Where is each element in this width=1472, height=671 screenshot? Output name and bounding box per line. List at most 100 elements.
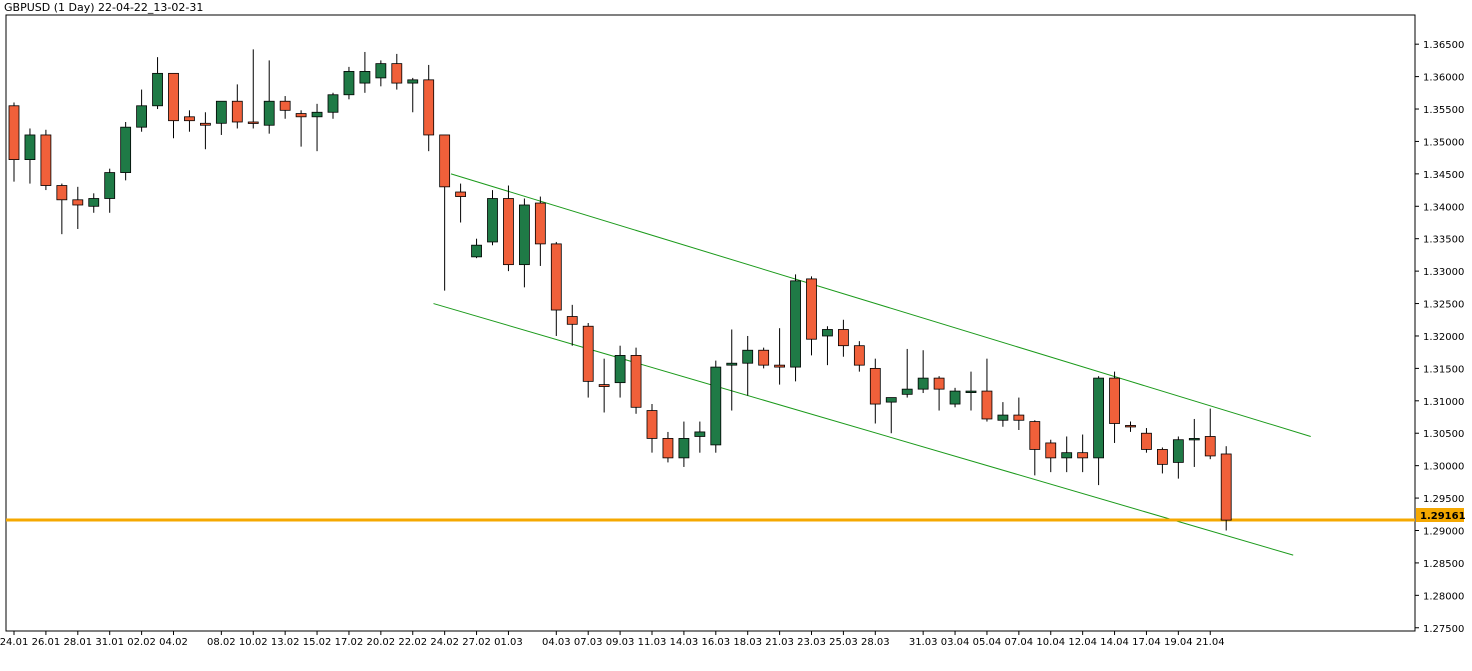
- candle: [646, 404, 658, 453]
- y-tick-label: 1.35500: [1423, 105, 1464, 116]
- candle: [885, 397, 897, 434]
- candle: [949, 387, 961, 408]
- x-tick-label: 19.04: [1164, 637, 1193, 648]
- candle: [981, 358, 993, 422]
- x-tick-label: 07.04: [1005, 637, 1034, 648]
- candle: [614, 345, 626, 398]
- candle-body-bull: [614, 355, 626, 384]
- candle: [566, 304, 578, 346]
- candle-body-bear: [646, 410, 658, 439]
- candle: [1220, 446, 1232, 531]
- candle-body-bear: [1109, 377, 1120, 424]
- candle: [295, 110, 307, 147]
- candle-body-bear: [1157, 449, 1168, 465]
- x-tick-label: 16.03: [701, 637, 730, 648]
- candle-body-bull: [311, 111, 323, 118]
- y-tick-label: 1.31500: [1423, 364, 1464, 375]
- candle-body-bull: [263, 100, 275, 126]
- candle-body-bear: [598, 384, 610, 387]
- candle-body-bull: [88, 198, 100, 207]
- candle: [1029, 420, 1041, 476]
- candle-body-bear: [630, 355, 642, 408]
- candle: [184, 110, 195, 132]
- x-tick-label: 09.03: [606, 637, 635, 648]
- candle: [40, 129, 52, 191]
- candle-body-bear: [550, 243, 562, 311]
- candle-body-bear: [391, 63, 403, 84]
- candle-body-bear: [199, 122, 211, 126]
- channel-lower-line: [433, 303, 1294, 556]
- candle-body-bull: [726, 362, 738, 366]
- candle-body-bull: [471, 244, 482, 258]
- candle-body-bear: [56, 185, 68, 201]
- candle-body-bull: [965, 390, 977, 393]
- candle: [582, 323, 594, 398]
- candle: [199, 112, 211, 150]
- candle: [1013, 397, 1025, 430]
- x-tick-label: 01.03: [494, 637, 523, 648]
- x-tick-label: 21.04: [1196, 637, 1225, 648]
- y-tick-label: 1.36000: [1423, 73, 1464, 84]
- x-tick-label: 10.02: [239, 637, 268, 648]
- channel-upper-line: [450, 173, 1311, 437]
- candle: [758, 347, 770, 369]
- candle-body-bull: [215, 100, 227, 124]
- candle-body-bull: [1188, 438, 1200, 441]
- trend-channel: [433, 173, 1311, 556]
- candle-body-bull: [152, 72, 163, 107]
- x-tick-label: 13.02: [271, 637, 300, 648]
- candle: [694, 421, 706, 453]
- candle-body-bull: [375, 63, 387, 79]
- candle-body-bull: [885, 397, 897, 403]
- candle: [136, 89, 148, 132]
- candle-body-bull: [519, 204, 530, 266]
- candle-body-bear: [184, 116, 195, 122]
- x-tick-label: 17.04: [1132, 637, 1161, 648]
- candle: [598, 358, 610, 413]
- candle-body-bull: [710, 366, 722, 446]
- candle: [407, 77, 419, 113]
- candle: [503, 185, 514, 272]
- candle: [917, 350, 929, 394]
- candle: [88, 193, 100, 213]
- y-axis: 1.36500 1.36000 1.35500 1.35000 1.34500 1.340…: [1415, 40, 1464, 635]
- candle: [822, 326, 833, 366]
- x-tick-label: 15.02: [303, 637, 332, 648]
- current-price-label: 1.29161: [1416, 508, 1466, 522]
- y-tick-label: 1.29000: [1423, 526, 1464, 537]
- candle-body-bear: [295, 113, 307, 118]
- candle: [279, 96, 291, 119]
- candle: [1141, 428, 1152, 453]
- candle: [215, 100, 227, 135]
- candle: [1109, 371, 1120, 443]
- candle: [263, 60, 275, 134]
- candle-body-bear: [279, 100, 291, 111]
- x-tick-label: 18.03: [733, 637, 762, 648]
- candle: [965, 371, 977, 411]
- candle-body-bear: [1013, 414, 1025, 421]
- candle-body-bull: [120, 126, 132, 173]
- candle: [231, 84, 243, 129]
- candle-body-bull: [24, 134, 36, 160]
- x-tick-label: 31.03: [909, 637, 938, 648]
- y-tick-label: 1.28000: [1423, 591, 1464, 602]
- candle-body-bull: [949, 390, 961, 405]
- candle-body-bull: [1061, 452, 1073, 459]
- candle: [120, 121, 132, 181]
- candle-body-bull: [407, 79, 419, 84]
- x-tick-label: 14.04: [1100, 637, 1129, 648]
- candle: [790, 274, 801, 382]
- y-tick-label: 1.30500: [1423, 429, 1464, 440]
- y-tick-label: 1.30000: [1423, 462, 1464, 473]
- current-price-text: 1.29161: [1420, 511, 1466, 522]
- y-tick-label: 1.34500: [1423, 170, 1464, 181]
- candle-body-bear: [168, 72, 179, 122]
- candle: [534, 196, 546, 266]
- candle: [1045, 439, 1057, 473]
- candle-body-bull: [917, 377, 929, 390]
- candle: [24, 128, 36, 184]
- candle-body-bear: [758, 349, 770, 366]
- x-tick-label: 05.04: [973, 637, 1002, 648]
- x-tick-label: 27.02: [462, 637, 491, 648]
